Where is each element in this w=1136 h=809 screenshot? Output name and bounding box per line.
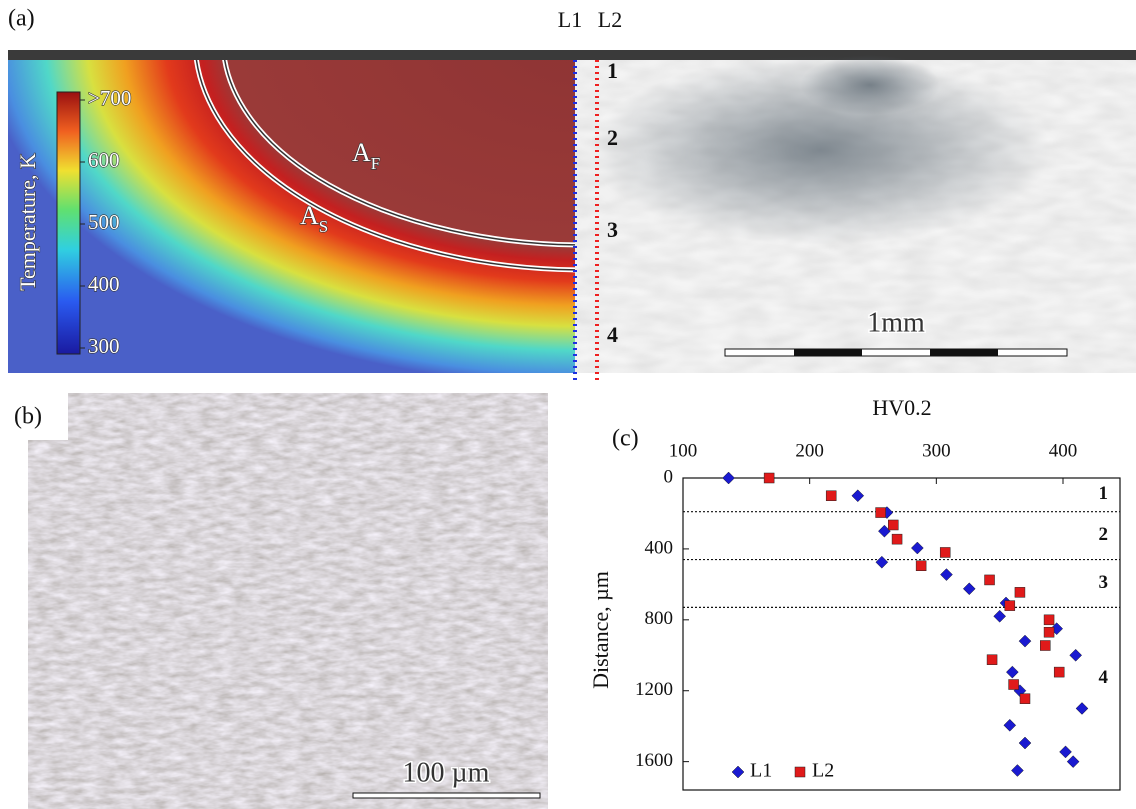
scale-bar-frame [725,349,1067,356]
zone-label: 2 [1099,524,1109,545]
marker [764,473,774,483]
marker [1067,756,1079,768]
y-tick-label: 0 [664,466,674,487]
isotherm-sub: S [319,217,328,236]
marker [994,610,1006,622]
line-label: L2 [598,7,622,32]
zone-label: 1 [1099,483,1109,504]
marker [1019,737,1031,749]
marker [1040,641,1050,651]
scale-bar-segment [794,349,862,356]
marker [1044,627,1054,637]
zone-label: 3 [1099,572,1109,593]
colorbar-tick-label: 300 [88,334,120,358]
x-axis-title: HV0.2 [872,395,931,420]
panel-label: (b) [14,404,42,430]
isotherm-sub: F [371,154,380,173]
y-tick-label: 400 [645,537,674,558]
marker [1009,680,1019,690]
zone-label: 3 [607,217,618,242]
scale-bar-segment [930,349,998,356]
marker [1015,587,1025,597]
marker [1060,746,1072,758]
y-tick-label: 800 [645,608,674,629]
colorbar-tick-label: 500 [88,210,120,234]
haz-shade [800,55,940,115]
marker [911,542,923,554]
x-tick-label: 200 [795,440,824,461]
marker [963,583,975,595]
line-label: L1 [558,7,582,32]
marker [1020,694,1030,704]
panel-label: (a) [8,6,35,32]
legend-label: L1 [750,760,772,782]
marker [852,490,864,502]
legend-marker [732,766,744,778]
micrograph [28,393,548,809]
colorbar-tick-label: >700 [88,86,131,110]
marker [876,508,886,518]
marker [1005,601,1015,611]
marker [876,556,888,568]
scale-bar [725,349,1067,356]
marker [723,472,735,484]
scale-bar [353,793,540,798]
scale-label: 100 µm [403,757,490,788]
marker [826,491,836,501]
y-tick-label: 1600 [635,750,673,771]
zone-label: 4 [1099,667,1109,688]
x-tick-label: 100 [669,440,698,461]
marker [987,655,997,665]
legend-marker [795,767,805,777]
marker [888,520,898,530]
legend-label: L2 [812,760,834,782]
isotherm-main: A [300,201,319,230]
marker [1019,635,1031,647]
marker [1076,702,1088,714]
y-axis-title: Distance, µm [588,571,613,689]
colorbar-tick-label: 600 [88,148,120,172]
marker [1011,765,1023,777]
colorbar-title: Temperature, K [15,153,40,291]
marker [1006,666,1018,678]
colorbar-tick-label: 400 [88,272,120,296]
zone-label: 1 [607,58,618,83]
marker [940,547,950,557]
isotherm-main: A [352,138,371,167]
x-tick-label: 300 [922,440,951,461]
marker [985,575,995,585]
figure: (a) AF AS Temperature, K >70060050040030… [0,0,1136,809]
marker [940,569,952,581]
x-tick-label: 400 [1049,440,1078,461]
marker [1070,649,1082,661]
y-tick-label: 1200 [635,679,673,700]
marker [916,561,926,571]
zone-label: 2 [607,125,618,150]
panel-label: (c) [612,426,639,452]
scale-label: 1mm [867,307,925,338]
zone-label: 4 [607,322,618,347]
marker [1004,719,1016,731]
marker [1054,667,1064,677]
marker [892,534,902,544]
marker [1044,615,1054,625]
colorbar [57,92,80,354]
top-strip [8,50,1136,60]
plot-frame [683,478,1120,790]
